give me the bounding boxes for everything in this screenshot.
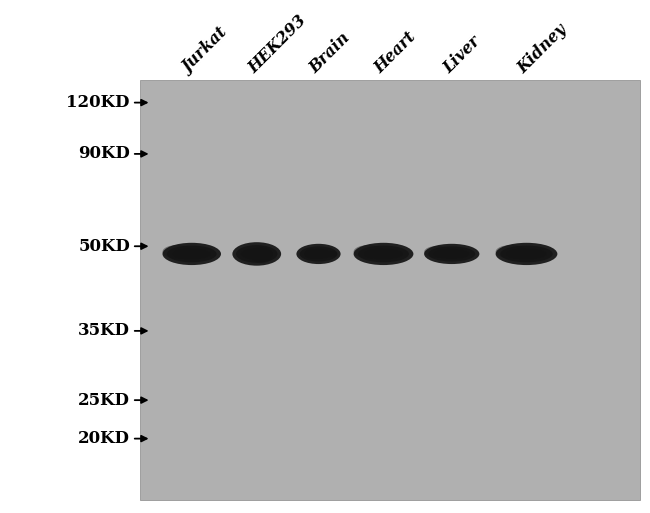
Ellipse shape [354,243,413,265]
Ellipse shape [434,249,470,259]
Text: 35KD: 35KD [78,322,130,340]
Ellipse shape [241,248,272,260]
Ellipse shape [167,246,216,262]
Ellipse shape [162,243,221,265]
Text: Jurkat: Jurkat [180,25,231,77]
Ellipse shape [233,242,281,266]
Text: Brain: Brain [307,30,354,77]
Ellipse shape [236,245,278,263]
Text: Kidney: Kidney [515,21,571,77]
Ellipse shape [424,244,480,264]
Text: Heart: Heart [372,29,420,77]
Text: HEK293: HEK293 [245,12,309,77]
Text: 20KD: 20KD [78,430,130,447]
Ellipse shape [364,248,403,260]
Bar [140,80,640,500]
Ellipse shape [251,247,272,263]
Ellipse shape [354,245,384,259]
Text: 90KD: 90KD [78,145,130,163]
Ellipse shape [428,246,475,262]
Ellipse shape [358,246,409,262]
Text: 120KD: 120KD [66,94,130,111]
Ellipse shape [331,250,337,258]
Ellipse shape [300,246,337,262]
Ellipse shape [173,248,211,260]
Text: 50KD: 50KD [78,238,130,255]
Ellipse shape [500,246,552,262]
Ellipse shape [495,245,526,259]
Ellipse shape [304,249,333,259]
Ellipse shape [506,248,547,260]
Ellipse shape [495,243,558,265]
Ellipse shape [424,246,452,258]
Text: Liver: Liver [440,33,484,77]
Ellipse shape [296,244,341,264]
Text: 25KD: 25KD [78,391,130,409]
Ellipse shape [162,245,192,259]
Ellipse shape [306,249,318,259]
